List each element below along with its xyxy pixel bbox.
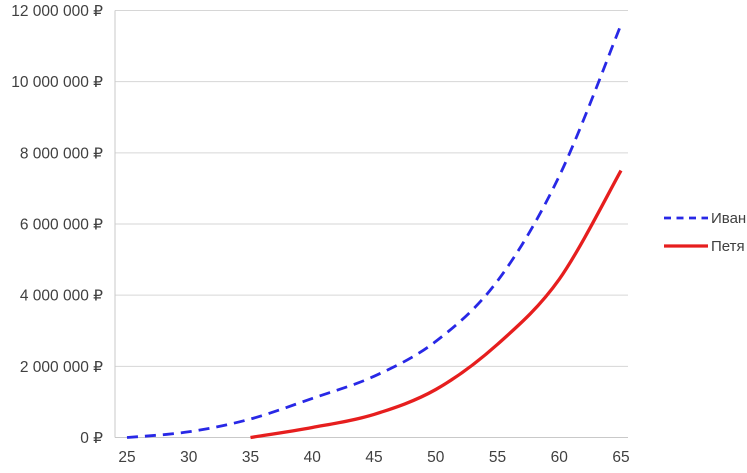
y-axis-tick-label: 6 000 000 ₽	[20, 216, 103, 233]
legend-label-petya: Петя	[711, 237, 745, 255]
solid-line-icon	[664, 244, 708, 248]
legend-item-ivan[interactable]: Иван	[663, 204, 746, 232]
series-line-petya	[250, 169, 623, 440]
x-axis-tick-label: 40	[304, 449, 322, 466]
y-axis-tick-label: 0 ₽	[80, 430, 103, 447]
y-axis-tick-label: 4 000 000 ₽	[20, 288, 103, 305]
x-axis-tick-label: 30	[180, 449, 198, 466]
y-axis-tick-label: 2 000 000 ₽	[20, 359, 103, 376]
series-line-ivan	[126, 24, 623, 439]
x-axis-tick-label: 35	[242, 449, 259, 466]
x-axis-tick-label: 60	[551, 449, 569, 466]
x-axis-tick-label: 50	[427, 449, 445, 466]
x-axis-tick-label: 65	[612, 449, 629, 466]
x-axis-tick-label: 45	[365, 449, 382, 466]
legend-label-ivan: Иван	[711, 209, 747, 227]
x-axis-tick-label: 25	[118, 449, 135, 466]
legend-item-petya[interactable]: Петя	[663, 232, 746, 260]
y-axis-tick-label: 12 000 000 ₽	[11, 3, 103, 20]
y-axis-tick-label: 10 000 000 ₽	[11, 74, 103, 91]
y-axis-tick-label: 8 000 000 ₽	[20, 145, 103, 162]
dashed-line-icon	[664, 216, 708, 220]
x-axis-tick-label: 55	[489, 449, 506, 466]
chart-legend: Иван Петя	[663, 204, 746, 260]
